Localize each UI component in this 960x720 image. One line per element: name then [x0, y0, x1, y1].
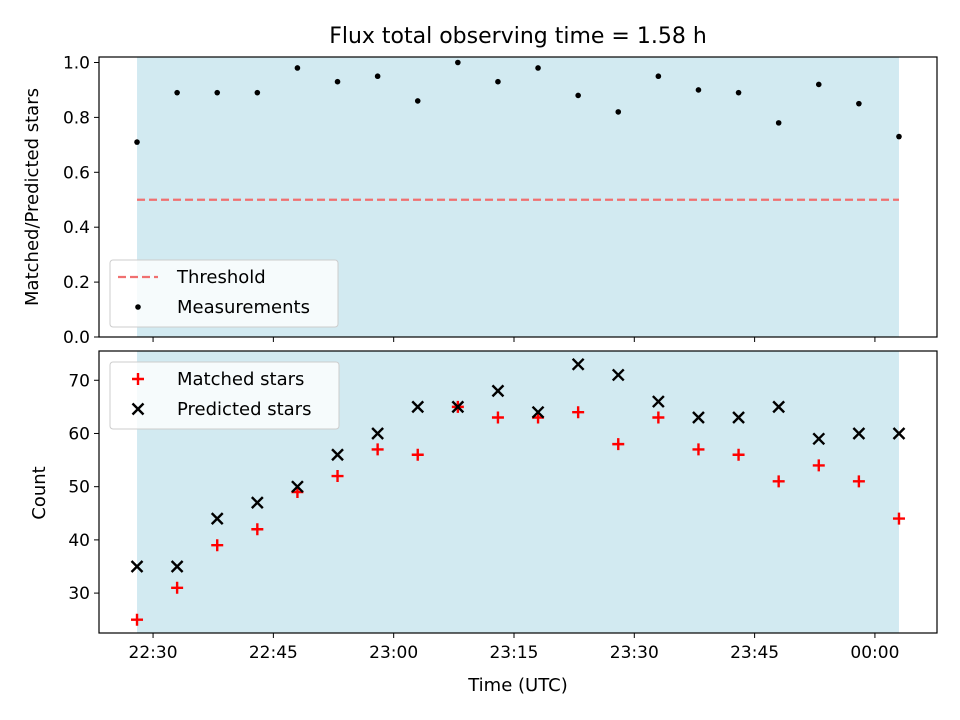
top-y-tick-label: 0.8 — [63, 108, 90, 128]
bottom-series1-point — [812, 432, 826, 446]
bottom-y-tick-label: 40 — [68, 531, 90, 551]
top-y-tick-label: 1.0 — [63, 53, 90, 73]
bottom-series0-point — [692, 443, 705, 456]
bottom-series1-point — [772, 400, 786, 414]
top-y-tick-label: 0.6 — [63, 163, 90, 183]
top-axes-frame — [98, 56, 938, 338]
bottom-x-tick-label: 23:00 — [369, 643, 418, 663]
bottom-series1-point — [852, 427, 866, 440]
bottom-x-tick-label: 23:15 — [489, 643, 538, 663]
bottom-series0-point — [491, 411, 504, 424]
bottom-series1-point — [291, 480, 304, 494]
bottom-y-tick-label: 70 — [68, 371, 90, 391]
bottom-series1-point — [692, 411, 705, 424]
bottom-y-tick-label: 30 — [68, 584, 90, 604]
bottom-series1-point — [732, 411, 745, 424]
top-series0-point — [775, 120, 782, 126]
bottom-x-tick-label: 23:30 — [610, 643, 659, 663]
bottom-series1-point — [250, 496, 264, 509]
top-y-tick-label: 0.4 — [63, 218, 90, 238]
top-series0-point — [815, 81, 822, 88]
chart-title: Flux total observing time = 1.58 h — [329, 24, 707, 49]
bottom-series0-point — [812, 459, 825, 472]
bottom-legend-label: Matched stars — [177, 369, 304, 390]
bottom-x-tick-label: 22:45 — [249, 643, 298, 663]
bottom-x-tick-label: 23:45 — [730, 643, 779, 663]
bottom-series1-point — [571, 357, 585, 371]
top-y-tick-label: 0.0 — [63, 328, 90, 348]
top-series0-point — [615, 109, 622, 115]
bottom-series1-point — [892, 427, 906, 440]
top-series0-point — [655, 73, 662, 80]
top-legend-box — [109, 259, 339, 328]
top-series0-point — [374, 73, 381, 80]
bottom-panel: 30 40 50 60 70 22:30 22:45 23:00 23:15 23:30 23:45… — [68, 350, 938, 663]
x-axis-label: Time (UTC) — [467, 675, 568, 696]
bottom-series1-point — [451, 400, 465, 414]
bottom-series1-point — [411, 400, 425, 414]
top-series0-point — [896, 133, 902, 140]
bottom-series0-point — [131, 613, 144, 626]
bottom-series0-point — [331, 470, 344, 483]
bottom-series0-point — [411, 448, 424, 461]
bottom-y-tick-label: 50 — [68, 478, 90, 498]
bottom-x-tick-label: 22:30 — [129, 643, 178, 663]
bottom-legend-marker — [131, 402, 145, 416]
bottom-series1-point — [331, 448, 344, 462]
top-series0-point — [174, 89, 180, 96]
top-series0-point — [495, 78, 501, 85]
top-series0-point — [575, 92, 581, 99]
top-legend-label: Threshold — [176, 267, 266, 288]
top-legend-marker — [135, 304, 141, 310]
top-series0-point — [735, 89, 742, 96]
top-series0-point — [294, 65, 301, 71]
bottom-series0-point — [572, 406, 585, 419]
bottom-x-tick-label: 00:00 — [850, 643, 899, 663]
bottom-series0-point — [852, 475, 865, 488]
top-series0-point — [856, 100, 862, 107]
top-series0-point — [414, 98, 421, 104]
bottom-series1-point — [491, 384, 505, 398]
bottom-series0-point — [251, 523, 264, 536]
top-series0-point — [214, 89, 221, 96]
bottom-axes-frame — [98, 350, 938, 634]
top-series0-point — [334, 78, 341, 85]
bottom-series0-point — [772, 475, 785, 488]
top-panel: 0.0 0.2 0.4 0.6 0.8 1.0 Threshold Measurements — [63, 53, 938, 348]
top-y-axis-label: Matched/Predicted stars — [22, 88, 43, 306]
bottom-series0-point — [171, 581, 184, 594]
bottom-y-tick-label: 60 — [68, 424, 90, 444]
bottom-series1-point — [611, 368, 625, 382]
top-series0-point — [695, 87, 702, 93]
top-series0-point — [254, 89, 261, 96]
bottom-series0-point — [732, 448, 745, 461]
bottom-series1-point — [130, 560, 144, 573]
bottom-legend-marker — [132, 373, 144, 385]
bottom-y-axis-label: Count — [29, 466, 50, 519]
top-legend-label: Measurements — [177, 297, 310, 318]
bottom-series1-point — [210, 512, 224, 525]
top-series0-point — [455, 59, 461, 66]
top-series0-point — [134, 139, 140, 145]
bottom-series0-point — [211, 539, 224, 552]
bottom-legend-box — [109, 361, 340, 430]
bottom-legend-label: Predicted stars — [177, 399, 311, 420]
bottom-series0-point — [892, 512, 905, 525]
bottom-series1-point — [531, 405, 545, 419]
bottom-series0-point — [612, 438, 625, 451]
bottom-series1-point — [170, 560, 184, 573]
top-series0-point — [535, 65, 541, 71]
bottom-series1-point — [652, 395, 665, 408]
bottom-series1-point — [371, 427, 384, 440]
bottom-series0-point — [371, 443, 384, 456]
top-y-tick-label: 0.2 — [63, 273, 90, 293]
bottom-series0-point — [652, 411, 665, 424]
